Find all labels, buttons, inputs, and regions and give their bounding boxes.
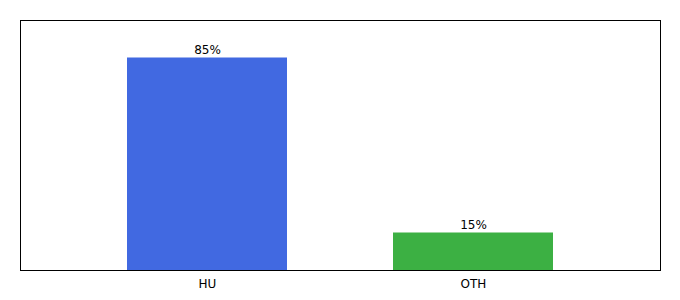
svg-text:15%: 15% [460,218,487,232]
svg-text:OTH: OTH [461,277,487,291]
svg-text:85%: 85% [194,43,221,57]
svg-text:HU: HU [199,277,217,291]
